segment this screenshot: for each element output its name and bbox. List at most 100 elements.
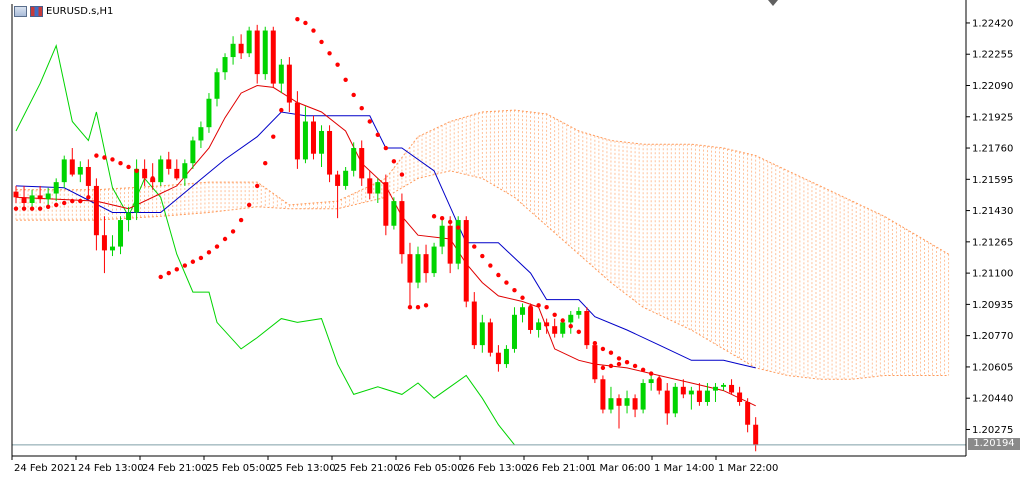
sar-dot (415, 305, 421, 310)
candle (222, 53, 228, 80)
candle (286, 57, 292, 113)
sar-dot (29, 206, 35, 211)
sar-dot (472, 244, 477, 249)
candle (640, 379, 646, 414)
sar-dot (158, 274, 163, 280)
candle-body (230, 43, 236, 58)
candle (246, 26, 252, 58)
x-tick-label: 26 Feb 05:00 (398, 463, 464, 474)
candle-body (616, 398, 622, 406)
candle (294, 91, 300, 169)
candle (471, 292, 477, 349)
sar-dot (198, 255, 204, 261)
senkou-span-a (16, 109, 949, 255)
candle-body (447, 225, 453, 264)
y-tick-label: 1.20275 (972, 425, 1013, 436)
candle-body (471, 301, 477, 346)
candle (101, 216, 107, 274)
candle-body (391, 201, 397, 226)
sar-dot (560, 318, 565, 323)
candle (270, 26, 276, 88)
candle-body (737, 392, 743, 402)
candle (367, 170, 373, 200)
candle (511, 307, 517, 353)
candle-body (21, 197, 27, 203)
candle-body (246, 30, 252, 54)
candle (13, 185, 19, 203)
sar-dot (222, 236, 228, 242)
candle (190, 136, 196, 169)
candle (431, 242, 437, 277)
candle-body (109, 246, 115, 251)
sar-dot (568, 323, 573, 329)
sar-dot (238, 217, 244, 223)
x-tick-label: 26 Feb 13:00 (462, 463, 528, 474)
candle (182, 159, 188, 186)
candle (664, 383, 670, 425)
candle-body (423, 254, 429, 274)
candle-body (61, 159, 67, 183)
sar-dot (335, 62, 340, 67)
candle (536, 318, 542, 338)
sar-dot (102, 155, 107, 160)
x-tick-label: 1 Mar 14:00 (654, 463, 714, 474)
candle (302, 106, 308, 164)
y-tick-label: 1.22420 (972, 18, 1013, 29)
candle-body (568, 314, 574, 323)
candle (61, 155, 67, 188)
x-tick-label: 26 Feb 21:00 (526, 463, 592, 474)
candle-body (688, 390, 694, 395)
candle-body (696, 390, 702, 402)
candle (166, 151, 172, 175)
candle-body (29, 195, 35, 203)
sar-dot (271, 134, 276, 139)
candle (447, 216, 453, 274)
sar-dot (624, 359, 630, 365)
candle (479, 314, 485, 353)
candle-body (600, 379, 606, 410)
candle-body (254, 30, 260, 75)
sar-dot (544, 305, 549, 310)
x-tick-label: 1 Mar 06:00 (590, 463, 650, 474)
candle (118, 216, 124, 255)
candle (310, 115, 316, 160)
candle-body (552, 326, 558, 334)
x-tick-label: 1 Mar 22:00 (718, 463, 778, 474)
symbol-title: EURUSD.s,H1 (46, 5, 114, 17)
candle-body (640, 383, 646, 410)
candle (174, 159, 180, 181)
y-tick-label: 1.20605 (972, 362, 1013, 373)
candle (343, 166, 349, 190)
sar-dot (383, 145, 389, 151)
candle (608, 386, 614, 414)
candle (737, 386, 743, 406)
candle (85, 159, 91, 198)
candle-body (712, 386, 718, 391)
y-tick-label: 1.20935 (972, 300, 1013, 311)
candle-body (85, 166, 91, 186)
candle-body (286, 64, 292, 103)
sar-dot (608, 350, 614, 355)
x-tick-label: 25 Feb 13:00 (270, 463, 336, 474)
sar-dot (126, 164, 131, 170)
candle (37, 185, 43, 203)
y-tick-label: 1.22255 (972, 50, 1013, 61)
sar-dot (399, 172, 405, 177)
y-tick-label: 1.21100 (972, 269, 1013, 280)
sar-dot (528, 305, 533, 310)
sar-dot (367, 119, 372, 124)
chart-type-icon (30, 5, 43, 17)
candle-body (608, 398, 614, 410)
sar-dot (480, 253, 485, 259)
sar-dot (110, 157, 115, 162)
candle-body (375, 182, 381, 194)
candle (712, 383, 718, 402)
candle-body (278, 64, 284, 84)
candle-body (399, 201, 405, 255)
candle-body (624, 398, 630, 406)
candle (648, 375, 654, 391)
candle (688, 386, 694, 410)
y-tick-label: 1.20770 (972, 331, 1013, 342)
